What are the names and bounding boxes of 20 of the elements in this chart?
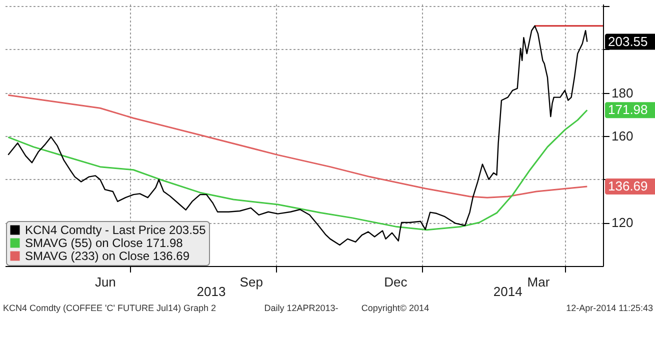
legend-label: SMAVG (55) on Close 171.98 bbox=[25, 236, 184, 250]
text: Daily 12APR2013- bbox=[264, 303, 338, 313]
legend-label: KCN4 Comdty - Last Price 203.55 bbox=[25, 223, 206, 237]
text: 203.55 bbox=[608, 34, 648, 49]
legend-label: SMAVG (233) on Close 136.69 bbox=[25, 249, 190, 263]
x-tick-label: Dec bbox=[384, 274, 408, 290]
text: 12-Apr-2014 11:25:43 bbox=[566, 303, 653, 313]
x-tick-label: Jun bbox=[94, 274, 116, 290]
text: Copyright© 2014 bbox=[361, 303, 430, 313]
y-tick-label: 180 bbox=[612, 85, 634, 100]
x-tick-label: Sep bbox=[240, 274, 263, 290]
text: 136.69 bbox=[608, 178, 648, 194]
x2-tick-label: 2013 bbox=[196, 284, 226, 299]
y-tick-label: 120 bbox=[612, 215, 634, 230]
text: 171.98 bbox=[608, 102, 648, 118]
line-series bbox=[7, 94, 588, 198]
y-tick-label: 160 bbox=[612, 128, 634, 144]
x2-tick-label: 2014 bbox=[493, 284, 522, 299]
x-tick-label: Mar bbox=[527, 274, 550, 290]
text: KCN4 Comdty (COFFEE 'C' FUTURE Jul14) Graph 2 bbox=[3, 303, 216, 313]
